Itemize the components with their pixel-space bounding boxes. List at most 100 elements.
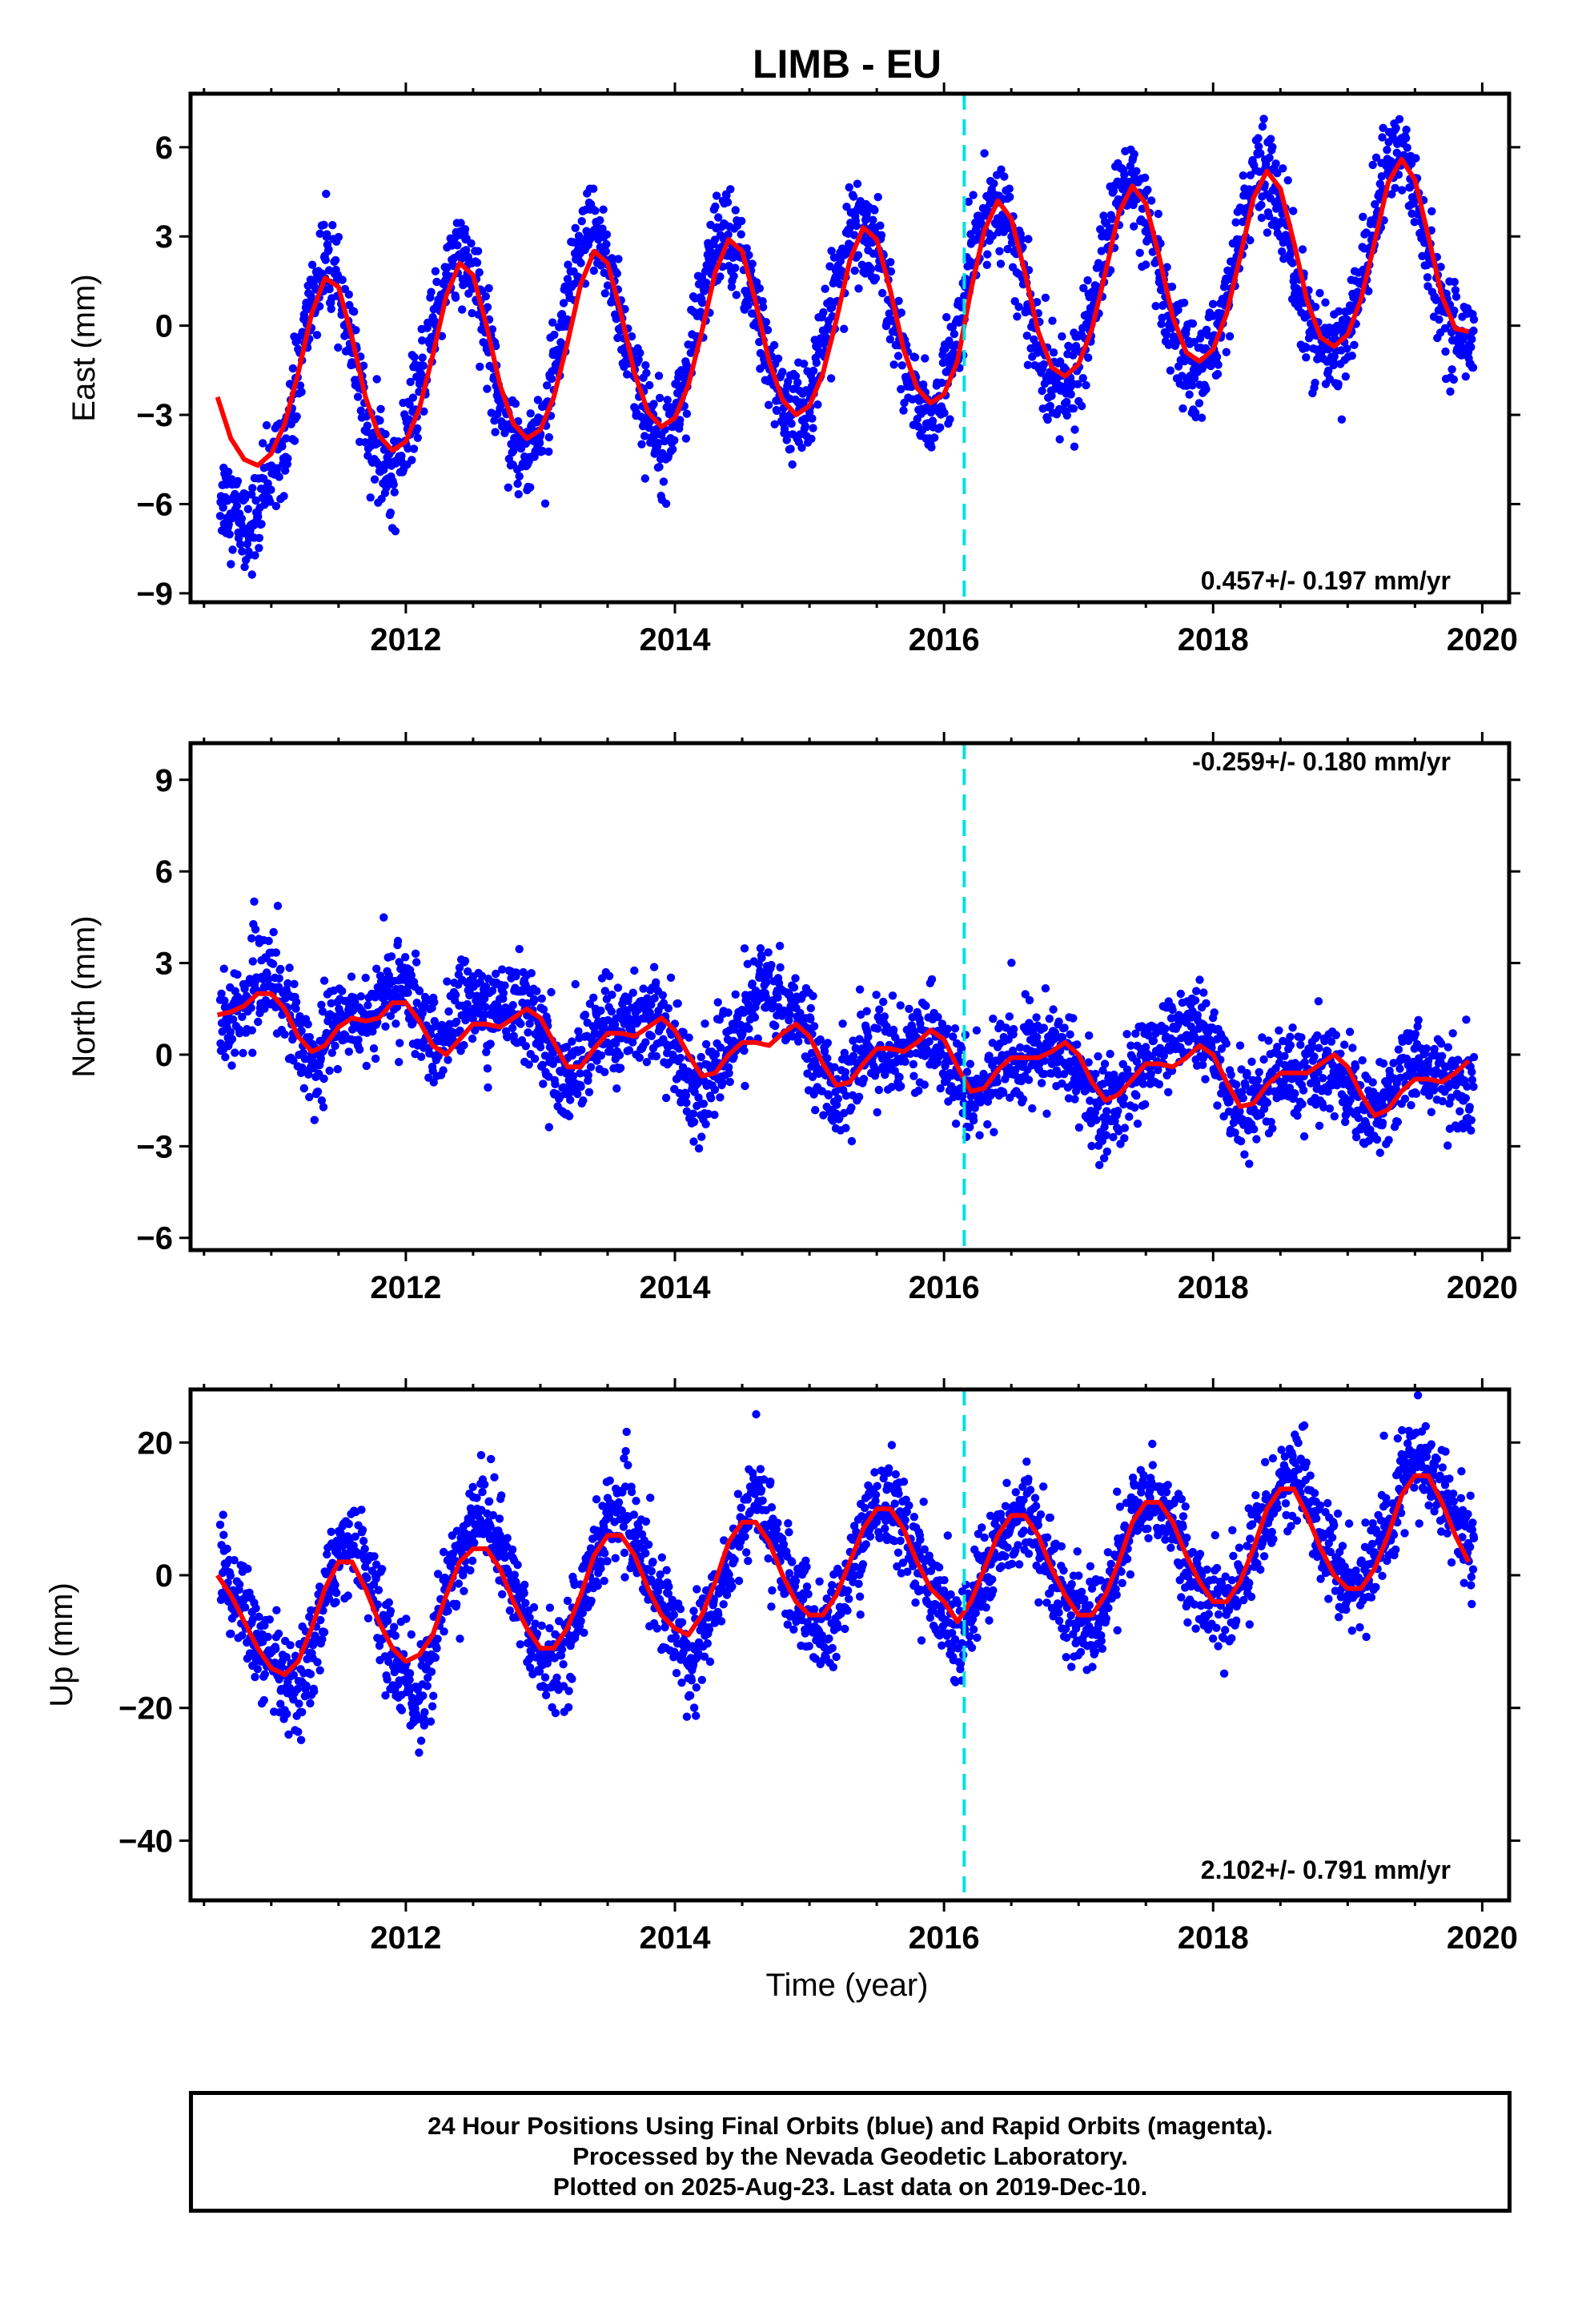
data-point bbox=[694, 1144, 704, 1153]
data-point bbox=[785, 1010, 794, 1019]
data-point bbox=[1246, 235, 1255, 245]
data-point bbox=[1087, 1141, 1096, 1151]
data-point bbox=[1315, 1043, 1323, 1052]
data-point bbox=[1286, 1041, 1295, 1050]
data-point bbox=[319, 1074, 328, 1084]
data-point bbox=[1258, 122, 1267, 131]
data-point bbox=[1130, 150, 1138, 159]
data-point bbox=[995, 247, 1004, 255]
data-point bbox=[1039, 1023, 1049, 1032]
data-point bbox=[1383, 146, 1391, 155]
data-point bbox=[647, 1031, 656, 1041]
data-point bbox=[1359, 212, 1367, 221]
data-point bbox=[882, 1022, 891, 1031]
data-point bbox=[532, 987, 541, 995]
data-point bbox=[504, 454, 513, 464]
data-point bbox=[743, 959, 752, 969]
data-point bbox=[1298, 1100, 1307, 1109]
data-point bbox=[251, 551, 259, 560]
data-point bbox=[1288, 259, 1297, 267]
data-point bbox=[1195, 975, 1204, 984]
data-point bbox=[596, 1006, 605, 1015]
data-point bbox=[1313, 1031, 1322, 1040]
data-point bbox=[652, 1051, 660, 1061]
data-point bbox=[637, 440, 646, 448]
data-point bbox=[250, 897, 259, 907]
data-point bbox=[239, 1048, 247, 1058]
data-point bbox=[1225, 332, 1235, 341]
data-point bbox=[1162, 263, 1171, 271]
data-point bbox=[1197, 413, 1207, 422]
data-point bbox=[266, 497, 275, 506]
data-point bbox=[608, 254, 616, 263]
data-point bbox=[547, 987, 556, 997]
data-point bbox=[1258, 1033, 1267, 1042]
data-point bbox=[1066, 1030, 1074, 1039]
data-point bbox=[1468, 363, 1478, 372]
data-point bbox=[515, 944, 524, 954]
data-point bbox=[1141, 173, 1150, 183]
data-point bbox=[921, 354, 930, 363]
data-point bbox=[411, 949, 420, 959]
data-point bbox=[1279, 164, 1287, 173]
data-point bbox=[386, 1011, 395, 1020]
data-point bbox=[1039, 360, 1049, 369]
data-point bbox=[936, 1084, 945, 1093]
data-point bbox=[950, 1024, 960, 1033]
data-point bbox=[231, 1048, 239, 1057]
data-point bbox=[679, 1027, 688, 1037]
data-point bbox=[936, 423, 945, 432]
data-point bbox=[927, 443, 936, 452]
data-point bbox=[1379, 123, 1387, 132]
data-point bbox=[630, 966, 639, 975]
data-point bbox=[697, 1052, 705, 1062]
data-point bbox=[391, 527, 400, 536]
data-point bbox=[1375, 1148, 1385, 1157]
data-point bbox=[251, 925, 260, 934]
data-point bbox=[1315, 1121, 1324, 1131]
data-point bbox=[1264, 211, 1274, 220]
data-point bbox=[699, 1100, 709, 1108]
data-point bbox=[1403, 143, 1411, 152]
data-point bbox=[248, 957, 257, 966]
data-point bbox=[928, 416, 938, 425]
data-point bbox=[264, 975, 273, 984]
data-point bbox=[655, 393, 665, 403]
data-point bbox=[528, 436, 538, 445]
data-point bbox=[369, 1044, 379, 1053]
data-point bbox=[1245, 1160, 1254, 1168]
data-point bbox=[866, 265, 875, 274]
data-point bbox=[1299, 1132, 1309, 1141]
data-point bbox=[1384, 138, 1393, 147]
data-point bbox=[1311, 303, 1320, 312]
data-point bbox=[1398, 186, 1407, 195]
data-point bbox=[275, 472, 283, 481]
data-point bbox=[1212, 352, 1222, 361]
data-point bbox=[568, 1037, 576, 1046]
data-point bbox=[809, 991, 817, 1001]
data-point bbox=[566, 1096, 575, 1104]
data-point bbox=[873, 1108, 881, 1117]
data-point bbox=[328, 221, 337, 230]
data-point bbox=[251, 496, 260, 505]
data-point bbox=[697, 1132, 706, 1141]
data-point bbox=[682, 409, 692, 418]
data-point bbox=[278, 442, 287, 451]
data-point bbox=[1460, 332, 1469, 341]
data-point bbox=[279, 492, 288, 501]
data-point bbox=[1041, 984, 1050, 993]
data-point bbox=[452, 1017, 461, 1027]
data-point bbox=[1239, 171, 1248, 180]
data-point bbox=[281, 466, 290, 475]
data-point bbox=[972, 1026, 982, 1035]
data-point bbox=[544, 432, 553, 442]
data-point bbox=[1143, 185, 1152, 195]
data-point bbox=[227, 1061, 236, 1070]
data-point bbox=[745, 1024, 753, 1033]
data-point bbox=[415, 987, 424, 995]
data-point bbox=[271, 501, 281, 511]
data-point bbox=[1353, 287, 1363, 296]
data-point bbox=[791, 974, 800, 983]
data-point bbox=[1461, 372, 1471, 381]
data-point bbox=[374, 460, 383, 469]
